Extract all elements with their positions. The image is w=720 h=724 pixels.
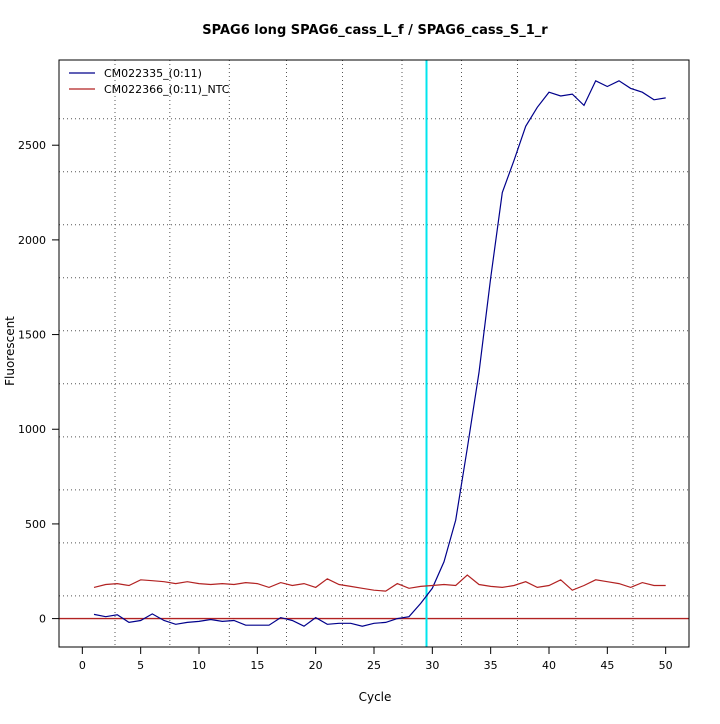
y-tick-label: 2000 xyxy=(18,234,46,247)
x-tick-label: 30 xyxy=(425,659,439,672)
x-tick-label: 40 xyxy=(542,659,556,672)
series-line-1 xyxy=(93,79,666,627)
legend-label-2: CM022366_(0:11)_NTC xyxy=(104,83,230,96)
reference-lines xyxy=(59,60,689,647)
x-tick-label: 35 xyxy=(484,659,498,672)
x-tick-label: 20 xyxy=(309,659,323,672)
y-tick-label: 0 xyxy=(39,613,46,626)
x-tick-label: 50 xyxy=(659,659,673,672)
x-tick-label: 15 xyxy=(250,659,264,672)
y-tick-label: 500 xyxy=(25,518,46,531)
y-axis-label: Fluorescent xyxy=(3,316,17,386)
x-axis-label: Cycle xyxy=(359,690,392,704)
series-lines xyxy=(93,79,666,627)
legend: CM022335_(0:11) CM022366_(0:11)_NTC xyxy=(69,67,230,96)
x-tick-label: 0 xyxy=(79,659,86,672)
x-tick-label: 10 xyxy=(192,659,206,672)
chart-title: SPAG6 long SPAG6_cass_L_f / SPAG6_cass_S… xyxy=(202,23,548,38)
y-tick-label: 1500 xyxy=(18,329,46,342)
x-tick-label: 25 xyxy=(367,659,381,672)
x-tick-label: 45 xyxy=(600,659,614,672)
grid-lines xyxy=(59,60,689,647)
y-tick-label: 1000 xyxy=(18,423,46,436)
series-line-2 xyxy=(93,574,666,592)
y-tick-label: 2500 xyxy=(18,139,46,152)
legend-label-1: CM022335_(0:11) xyxy=(104,67,202,80)
x-tick-label: 5 xyxy=(137,659,144,672)
